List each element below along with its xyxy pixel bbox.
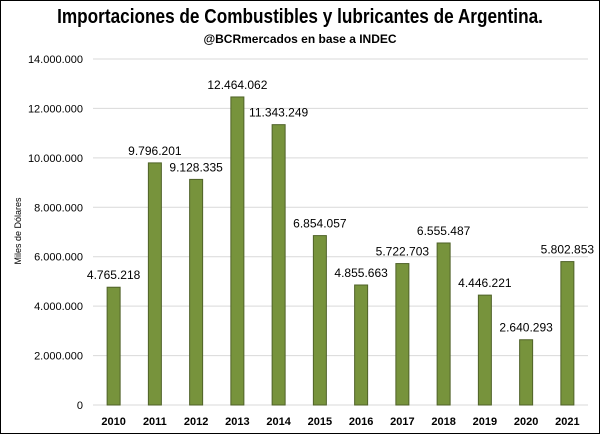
chart-title: Importaciones de Combustibles y lubrican… — [57, 6, 543, 28]
data-labels: 4.765.218 9.796.201 9.128.335 12.464.062 11.… — [87, 78, 594, 335]
y-tick-label: 4.000.000 — [34, 301, 83, 313]
bar-2020 — [519, 339, 534, 406]
data-label-2011: 9.796.201 — [128, 144, 182, 158]
y-tick-label: 6.000.000 — [34, 252, 83, 264]
bar-2012 — [189, 178, 204, 406]
bar-2015 — [312, 235, 327, 406]
gridlines — [93, 58, 588, 406]
x-tick-label-2016: 2016 — [349, 416, 373, 428]
data-label-2014: 11.343.249 — [249, 106, 308, 120]
data-label-2015: 6.854.057 — [293, 217, 347, 231]
x-tick-label-2015: 2015 — [308, 416, 332, 428]
data-label-2010: 4.765.218 — [87, 268, 141, 282]
x-tick-label-2019: 2019 — [473, 416, 497, 428]
y-axis-label: Miles de Dólares — [13, 197, 23, 265]
y-axis-ticks: 0 2.000.000 4.000.000 6.000.000 8.000.000 10.… — [28, 54, 83, 412]
y-tick-label: 0 — [77, 400, 83, 412]
x-tick-label-2021: 2021 — [555, 416, 579, 428]
x-tick-label-2013: 2013 — [225, 416, 249, 428]
x-tick-label-2011: 2011 — [143, 416, 167, 428]
data-label-2012: 9.128.335 — [169, 160, 223, 174]
x-tick-label-2010: 2010 — [101, 416, 125, 428]
y-tick-label: 2.000.000 — [34, 351, 83, 363]
chart-subtitle: @BCRmercados en base a INDEC — [203, 32, 397, 46]
bar-2010 — [106, 286, 121, 406]
bar-2018 — [436, 242, 451, 406]
x-tick-label-2020: 2020 — [514, 416, 538, 428]
x-tick-label-2017: 2017 — [390, 416, 414, 428]
bar-2021 — [560, 261, 575, 406]
data-label-2013: 12.464.062 — [207, 78, 267, 92]
data-label-2019: 4.446.221 — [458, 276, 512, 290]
bar-2011 — [147, 162, 162, 406]
x-tick-label-2012: 2012 — [184, 416, 208, 428]
y-tick-label: 14.000.000 — [28, 54, 83, 66]
data-label-2018: 6.555.487 — [417, 224, 471, 238]
bar-2014 — [271, 124, 286, 406]
x-tick-label-2018: 2018 — [431, 416, 455, 428]
y-tick-label: 8.000.000 — [34, 202, 83, 214]
bar-2017 — [395, 263, 410, 406]
data-label-2020: 2.640.293 — [499, 321, 553, 335]
data-label-2017: 5.722.703 — [376, 245, 430, 259]
bar-2019 — [477, 294, 492, 406]
bar-2013 — [230, 96, 245, 406]
data-label-2016: 4.855.663 — [334, 266, 388, 280]
y-tick-label: 12.000.000 — [28, 103, 83, 115]
x-axis-ticks: 2010 2011 2012 2013 2014 2015 2016 2017 2018 2019… — [101, 416, 579, 428]
y-tick-label: 10.000.000 — [28, 153, 83, 165]
bar-2016 — [354, 284, 369, 406]
x-tick-label-2014: 2014 — [266, 416, 291, 428]
data-label-2021: 5.802.853 — [541, 243, 595, 257]
bars — [106, 96, 575, 406]
